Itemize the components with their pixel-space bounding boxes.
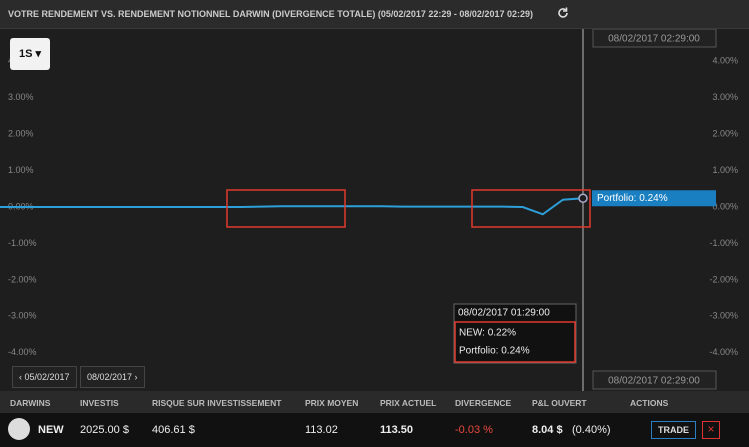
- darwin[interactable]: NEW: [38, 424, 64, 436]
- y-tick-label: -3.00%: [8, 311, 37, 321]
- series-line: [0, 197, 584, 216]
- cursor-label: 08/02/2017 02:29:00: [608, 34, 700, 45]
- th: PRIX ACTUEL: [380, 398, 437, 408]
- y2-tick-label: 2.00%: [712, 128, 738, 138]
- tooltip-line: NEW: 0.22%: [459, 328, 516, 339]
- y2-tick-label: 4.00%: [712, 56, 738, 66]
- th: PRIX MOYEN: [305, 398, 359, 408]
- prev-button[interactable]: ‹ 05/02/2017: [12, 366, 77, 388]
- y-tick-label: -1.00%: [8, 238, 37, 248]
- prix-actuel: 113.50: [380, 424, 414, 436]
- close-button[interactable]: ×: [702, 421, 720, 439]
- y-tick-label: 1.00%: [8, 165, 34, 175]
- th: RISQUE SUR INVESTISSEMENT: [152, 398, 282, 408]
- pnl: 8.04 $: [532, 424, 563, 436]
- last-label-bg: [592, 190, 716, 207]
- tooltip-box: [454, 321, 576, 363]
- next-date: 08/02/2017: [87, 372, 133, 382]
- th: INVESTIS: [80, 398, 119, 408]
- last-point: [578, 193, 588, 204]
- y2-tick-label: -4.00%: [709, 347, 738, 357]
- th: DARWINS: [10, 398, 51, 408]
- y-tick-label: 2.00%: [8, 128, 34, 138]
- table-header: [0, 391, 749, 413]
- highlight-box: [471, 189, 591, 228]
- th: ACTIONS: [630, 398, 669, 408]
- highlight-box: [226, 189, 346, 228]
- refresh-icon[interactable]: [556, 6, 570, 20]
- cursor-label-bg: [592, 29, 717, 48]
- trade-button[interactable]: TRADE: [651, 421, 696, 439]
- next-button[interactable]: 08/02/2017 ›: [80, 366, 145, 388]
- y2-tick-label: -1.00%: [709, 238, 738, 248]
- timeframe-button[interactable]: 1S ▾: [10, 38, 50, 70]
- y2-tick-label: -3.00%: [709, 311, 738, 321]
- risque: 406.61 $: [152, 424, 195, 436]
- prix-moyen: 113.02: [305, 424, 338, 436]
- y-tick-label: -2.00%: [8, 274, 37, 284]
- th: P&L OUVERT: [532, 398, 587, 408]
- last-label: Portfolio: 0.24%: [597, 193, 668, 204]
- pnl-pct: (0.40%): [572, 424, 611, 436]
- divergence: -0.03 %: [455, 424, 493, 436]
- th: DIVERGENCE: [455, 398, 512, 408]
- title: VOTRE RENDEMENT VS. RENDEMENT NOTIONNEL …: [8, 9, 533, 19]
- investis: 2025.00 $: [80, 424, 129, 436]
- table-row: [0, 413, 749, 447]
- timeframe: 1S: [18, 48, 33, 60]
- y2-tick-label: -2.00%: [709, 274, 738, 284]
- avatar: [8, 418, 30, 440]
- prev-date: 05/02/2017: [24, 372, 70, 382]
- y2-tick-label: 0.00%: [712, 201, 738, 211]
- y-tick-label: -4.00%: [8, 347, 37, 357]
- chart: -4.00% -4.00% -3.00% -3.00% -2.00% -2.00% -1.0…: [0, 29, 738, 391]
- y2-tick-label: 1.00%: [712, 165, 738, 175]
- tooltip-line: Portfolio: 0.24%: [459, 346, 530, 357]
- tooltip-date: 08/02/2017 01:29:00: [458, 308, 550, 319]
- tooltip-bg: [453, 303, 577, 364]
- cursor-label: 08/02/2017 02:29:00: [608, 376, 700, 387]
- header: [0, 0, 749, 29]
- y-tick-label: 3.00%: [8, 92, 34, 102]
- cursor-label-bg: [592, 370, 717, 390]
- y2-tick-label: 3.00%: [712, 92, 738, 102]
